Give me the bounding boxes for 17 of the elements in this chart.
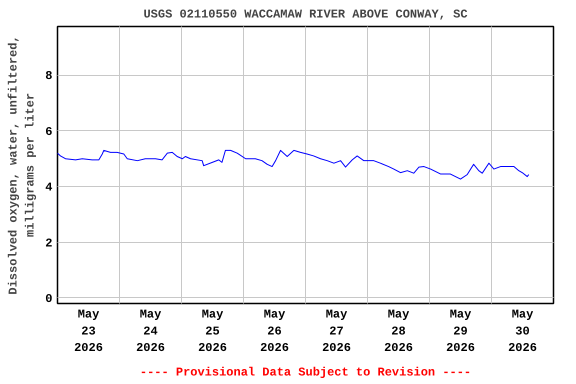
y-tick-label: 8 (45, 69, 52, 84)
x-tick-label: May 25 2026 (198, 308, 227, 356)
y-tick-label: 0 (45, 292, 52, 306)
x-tick-label: May 24 2026 (136, 308, 165, 356)
y-tick-label: 2 (45, 236, 52, 250)
x-tick-label: May 27 2026 (322, 308, 351, 356)
x-tick-label: May 30 2026 (508, 308, 537, 356)
y-tick-label: 4 (45, 180, 52, 195)
x-tick-label: May 29 2026 (446, 308, 475, 356)
line-series (58, 150, 530, 180)
x-tick-label: May 28 2026 (384, 308, 413, 356)
chart-title: USGS 02110550 WACCAMAW RIVER ABOVE CONWAY, SC (143, 8, 468, 22)
x-tick-label: May 23 2026 (74, 308, 103, 356)
y-axis-title: Dissolved oxygen, water, unfiltered, milligrams per liter (6, 35, 38, 295)
text: ---- Provisional Data Subject to Revision ---- (140, 366, 472, 380)
x-tick-label: May 26 2026 (260, 308, 289, 356)
y-tick-label: 6 (45, 124, 52, 139)
